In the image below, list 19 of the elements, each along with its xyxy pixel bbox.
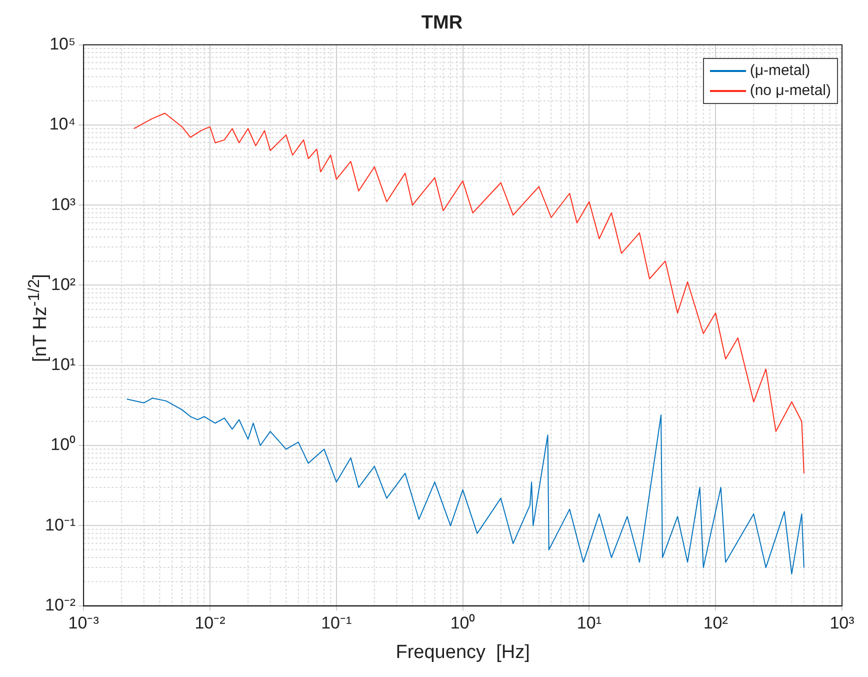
y-tick-label: 10¹ — [50, 355, 76, 374]
legend-label: (μ-metal) — [750, 61, 810, 81]
x-axis-title: Frequency [Hz] — [396, 642, 530, 663]
y-tick-label: 10² — [50, 274, 76, 294]
chart-title: TMR — [421, 12, 463, 34]
x-tick-label: 10⁻¹ — [321, 614, 352, 633]
legend-label: (no μ-metal) — [750, 81, 831, 101]
y-tick-label: 10⁻² — [44, 595, 76, 614]
x-tick-label: 10⁰ — [450, 614, 476, 633]
y-tick-label: 10³ — [50, 194, 76, 214]
x-tick-label: 10⁻² — [194, 614, 226, 633]
y-tick-label: 10⁵ — [50, 34, 76, 54]
y-tick-label: 10⁻¹ — [44, 515, 76, 534]
x-tick-label: 10¹ — [576, 614, 602, 633]
y-tick-label: 10⁰ — [50, 435, 76, 454]
x-tick-label: 10³ — [830, 614, 855, 633]
y-tick-label: 10⁴ — [49, 114, 76, 134]
x-tick-label: 10² — [703, 614, 728, 633]
x-tick-label: 10⁻³ — [68, 614, 100, 633]
